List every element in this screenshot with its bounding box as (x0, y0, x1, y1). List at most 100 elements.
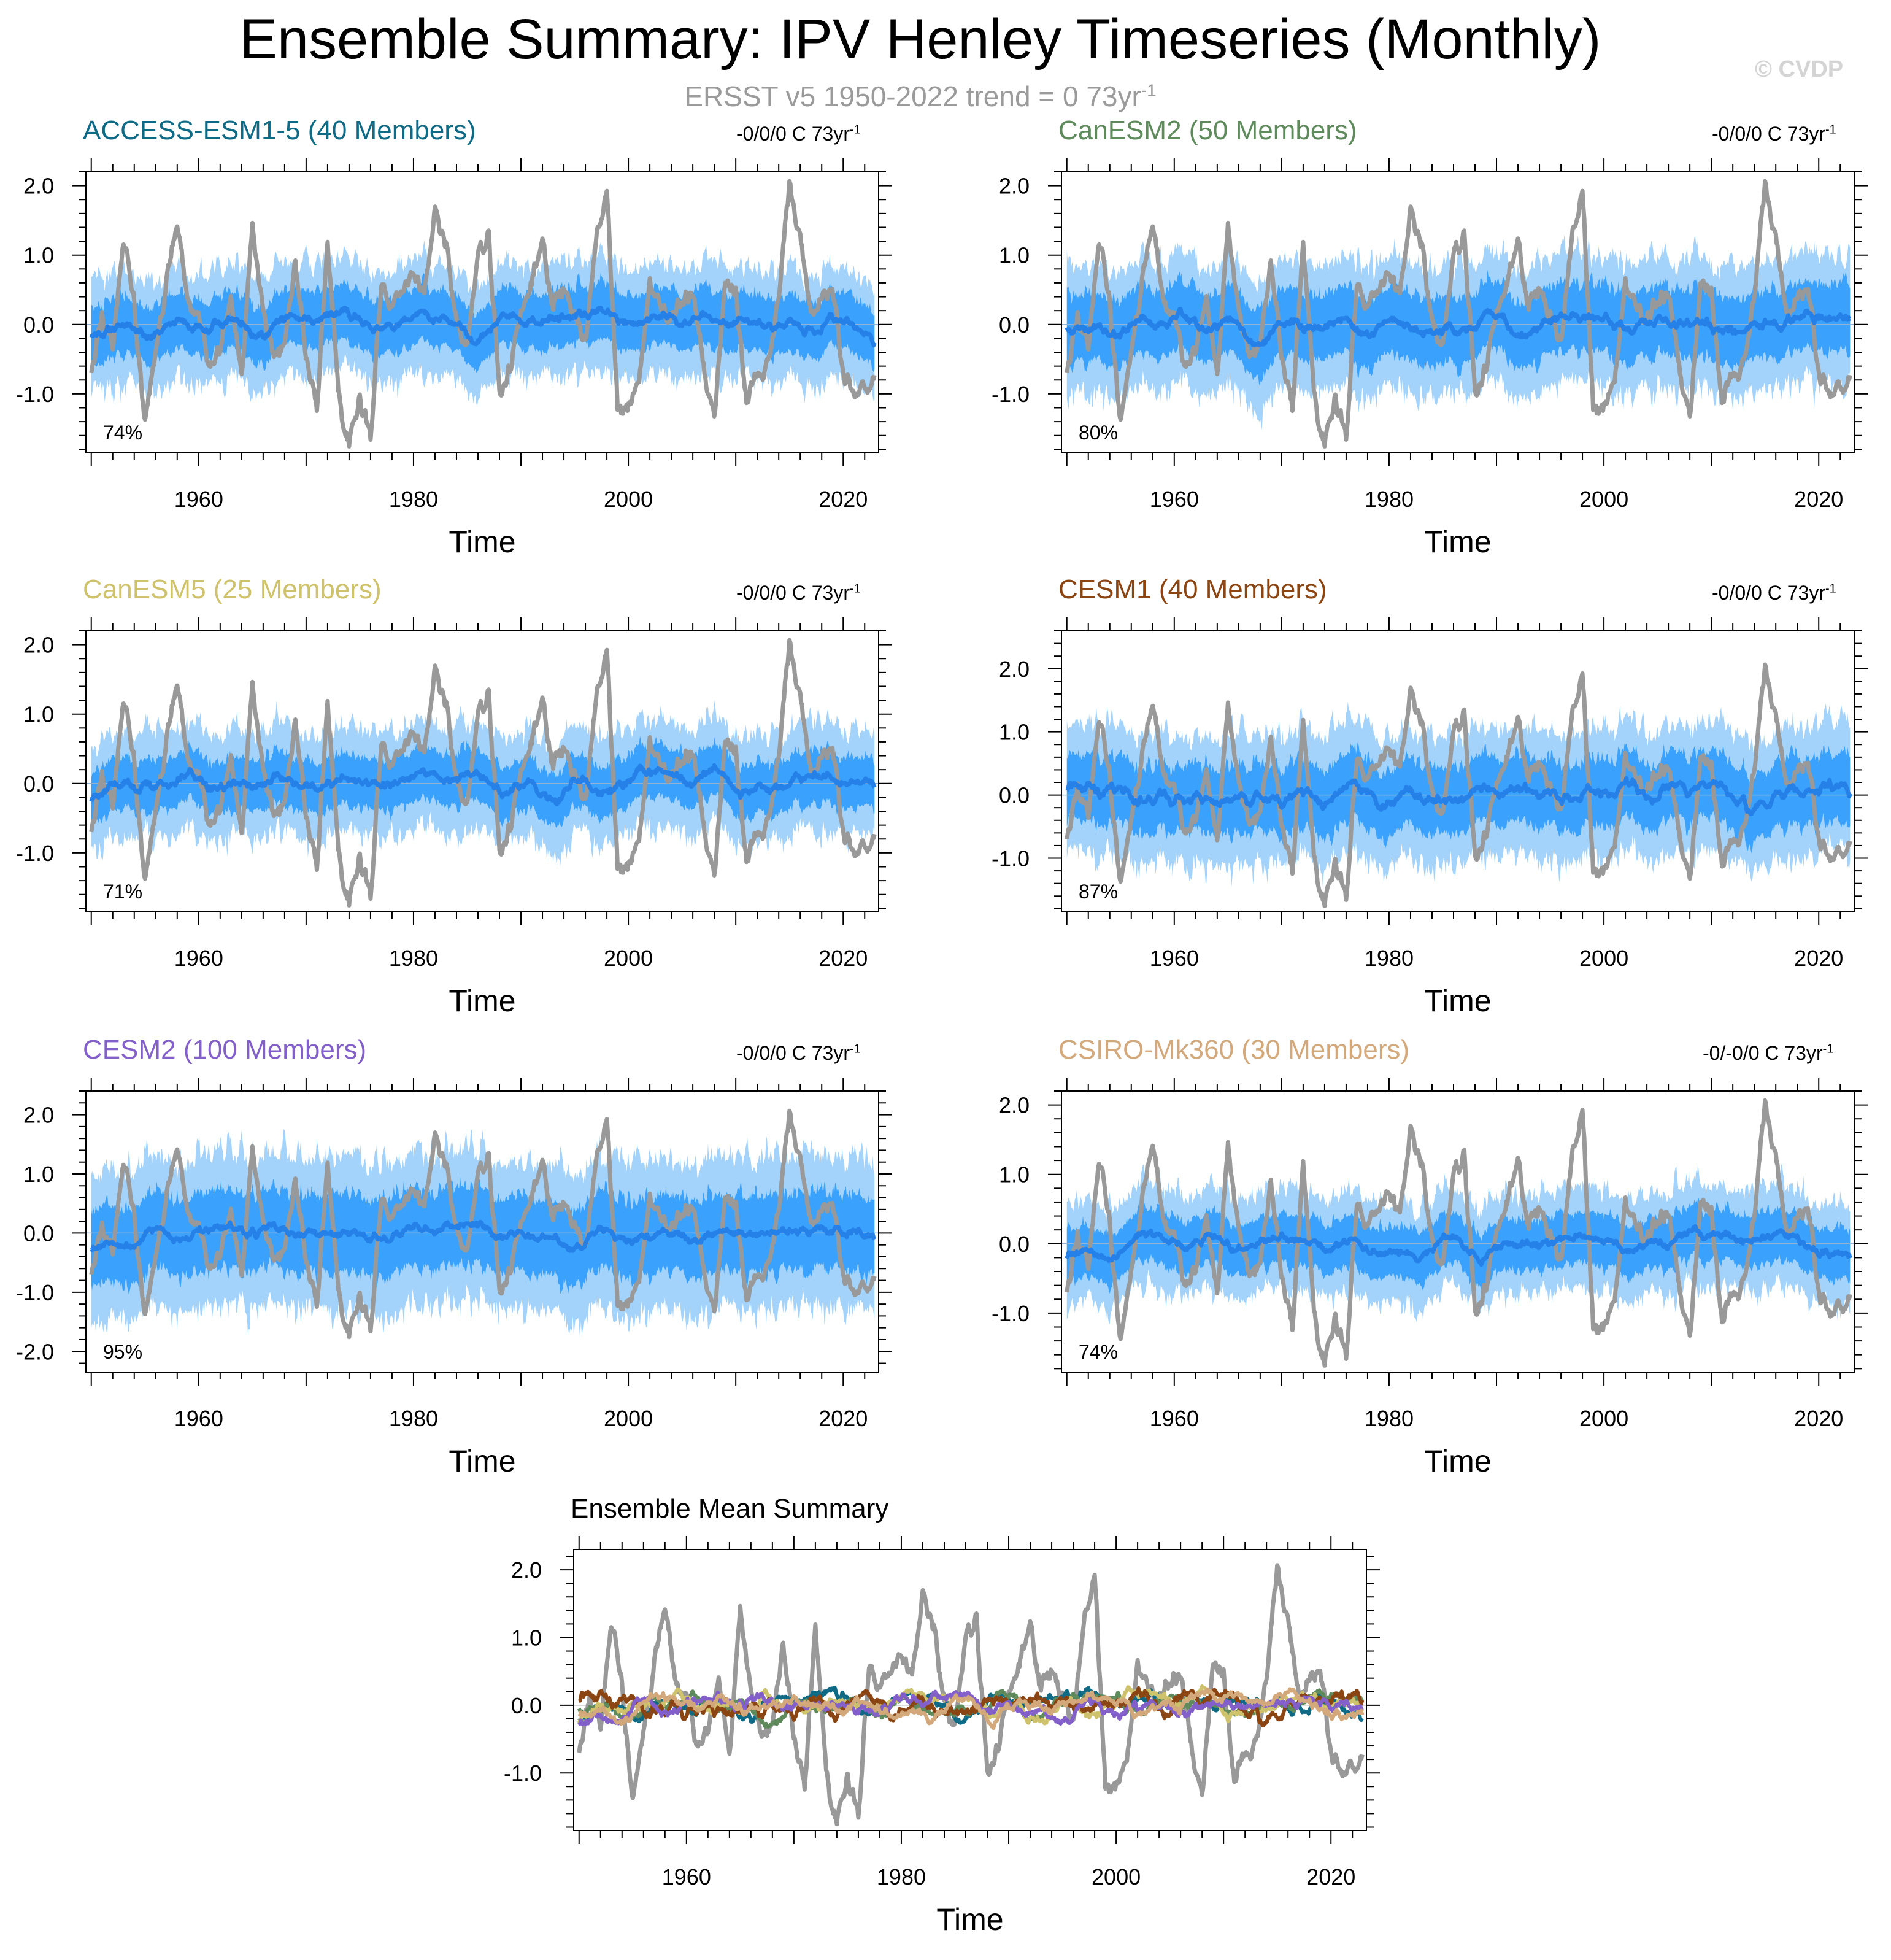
panel-trend-cesm2-text: -0/0/0 C 73yr (736, 1042, 850, 1064)
y-tick-label: 1.0 (999, 243, 1030, 268)
x-tick-label: 2020 (818, 487, 868, 512)
frame-cesm1 (1061, 630, 1855, 912)
y-tick-label: 2.0 (23, 633, 54, 658)
y-tick-label: 2.0 (511, 1557, 542, 1583)
y-tick-label: 2.0 (23, 1103, 54, 1128)
y-tick-label: -1.0 (992, 1301, 1030, 1326)
x-tick-label: 2000 (1579, 487, 1628, 512)
chart-canesm5: -1.0 0.0 1.0 2.0 1960 1980 2000 2020 Time 71% (16, 617, 892, 1018)
y-tick-label: -1.0 (992, 382, 1030, 407)
y-tick-label: 1.0 (999, 720, 1030, 745)
chart-cesm1: -1.0 0.0 1.0 2.0 1960 1980 2000 2020 Time 87% (992, 617, 1868, 1018)
x-tick-label: 1960 (174, 1406, 223, 1431)
x-tick-label: 1980 (389, 1406, 438, 1431)
frame-canesm5 (85, 630, 879, 912)
panel-title-ensmean: Ensemble Mean Summary (571, 1494, 889, 1524)
plot-area-cesm2 (86, 1108, 879, 1340)
band-inner-cesm2 (91, 1176, 875, 1295)
obs-line-canesm5 (89, 638, 877, 908)
obs-line-cesm2 (89, 1108, 877, 1340)
x-axis-title: Time (449, 984, 515, 1018)
y-tick-label: 2.0 (999, 174, 1030, 199)
panel-trend-access-text: -0/0/0 C 73yr (736, 123, 850, 145)
ens-mean-line-canesm5 (89, 763, 877, 807)
y-tick-label: 1.0 (23, 702, 54, 727)
panel-trend-canesm5-text: -0/0/0 C 73yr (736, 582, 850, 604)
ens-mean-line-access (89, 305, 877, 348)
y-tick-label: 2.0 (999, 657, 1030, 682)
obs-line-cesm1 (1065, 662, 1852, 908)
panel-title-cesm2: CESM2 (100 Members) (83, 1035, 367, 1065)
x-tick-label: 1960 (1150, 1406, 1199, 1431)
x-tick-label: 1960 (1150, 946, 1199, 971)
x-tick-label: 1980 (1365, 487, 1414, 512)
x-tick-label: 1980 (389, 946, 438, 971)
percent-label-canesm2: 80% (1079, 422, 1118, 444)
y-tick-label: 1.0 (999, 1162, 1030, 1187)
ens-mean-line-canesm2 (1065, 307, 1852, 348)
x-axis-title: Time (936, 1902, 1003, 1937)
x-axis-title: Time (449, 525, 515, 559)
x-axis-title: Time (449, 1444, 515, 1478)
x-tick-label: 1980 (1365, 1406, 1414, 1431)
x-tick-label: 2020 (1794, 487, 1843, 512)
x-tick-label: 2000 (604, 1406, 653, 1431)
x-tick-label: 2000 (1092, 1864, 1141, 1889)
panel-trend-cesm2: -0/0/0 C 73yr-1 (736, 1042, 861, 1065)
x-tick-label: 1960 (174, 487, 223, 512)
obs-line-csiro (1065, 1098, 1852, 1368)
panel-title-canesm5: CanESM5 (25 Members) (83, 574, 382, 604)
x-tick-label: 1980 (1365, 946, 1414, 971)
y-tick-label: 0.0 (23, 771, 54, 797)
panel-trend-canesm2: -0/0/0 C 73yr-1 (1712, 123, 1836, 145)
panel-trend-cesm2-sup: -1 (849, 1042, 861, 1056)
y-tick-label: 0.0 (23, 1221, 54, 1246)
obs-line-canesm2 (1065, 179, 1852, 449)
panel-title-access: ACCESS-ESM1-5 (40 Members) (83, 115, 476, 145)
y-tick-label: 0.0 (23, 312, 54, 338)
frame-canesm2 (1061, 171, 1855, 453)
x-axis-title: Time (1424, 525, 1491, 559)
panel-title-csiro: CSIRO-Mk360 (30 Members) (1058, 1035, 1410, 1065)
panel-trend-csiro-sup: -1 (1822, 1042, 1834, 1056)
x-axis-title: Time (1424, 984, 1491, 1018)
y-tick-label: 0.0 (999, 783, 1030, 808)
y-tick-label: -1.0 (16, 1280, 54, 1305)
panel-trend-canesm5: -0/0/0 C 73yr-1 (736, 582, 861, 604)
x-tick-label: 2000 (1579, 946, 1628, 971)
x-tick-label: 1980 (877, 1864, 926, 1889)
subtitle-sup: -1 (1141, 80, 1157, 100)
x-tick-label: 1980 (389, 487, 438, 512)
cvdp-watermark: © CVDP (1755, 56, 1844, 82)
panel-trend-canesm2-text: -0/0/0 C 73yr (1712, 123, 1825, 145)
frame-ensmean (573, 1549, 1367, 1831)
figure-title: Ensemble Summary: IPV Henley Timeseries … (239, 8, 1601, 71)
x-tick-label: 2020 (818, 946, 868, 971)
y-tick-label: 2.0 (999, 1093, 1030, 1118)
chart-csiro: -1.0 0.0 1.0 2.0 1960 1980 2000 2020 Time 74% (992, 1078, 1868, 1478)
mean-line-csiro-mk360 (577, 1687, 1365, 1730)
panel-trend-access-sup: -1 (849, 123, 861, 137)
ens-mean-line-cesm1 (1065, 776, 1852, 816)
y-tick-label: 0.0 (511, 1693, 542, 1718)
x-tick-label: 2020 (1794, 946, 1843, 971)
chart-access: -1.0 0.0 1.0 2.0 1960 1980 2000 2020 Time 74% (16, 158, 892, 559)
panel-trend-canesm5-sup: -1 (849, 582, 861, 596)
plot-area-ensmean (574, 1563, 1366, 1827)
y-tick-label: -1.0 (504, 1761, 542, 1786)
x-tick-label: 2000 (604, 946, 653, 971)
panel-trend-csiro: -0/-0/0 C 73yr-1 (1703, 1042, 1833, 1065)
frame-access (85, 171, 879, 453)
panel-trend-csiro-text: -0/-0/0 C 73yr (1703, 1042, 1823, 1064)
y-tick-label: 0.0 (999, 312, 1030, 338)
subtitle-text: ERSST v5 1950-2022 trend = 0 73yr (684, 80, 1141, 112)
panel-trend-cesm1-sup: -1 (1825, 582, 1836, 596)
x-tick-label: 1960 (662, 1864, 711, 1889)
y-tick-label: -2.0 (16, 1339, 54, 1364)
y-tick-label: -1.0 (992, 846, 1030, 871)
frame-csiro (1061, 1090, 1855, 1373)
y-tick-label: 0.0 (999, 1232, 1030, 1257)
figure-subtitle: ERSST v5 1950-2022 trend = 0 73yr-1 (0, 80, 1841, 113)
